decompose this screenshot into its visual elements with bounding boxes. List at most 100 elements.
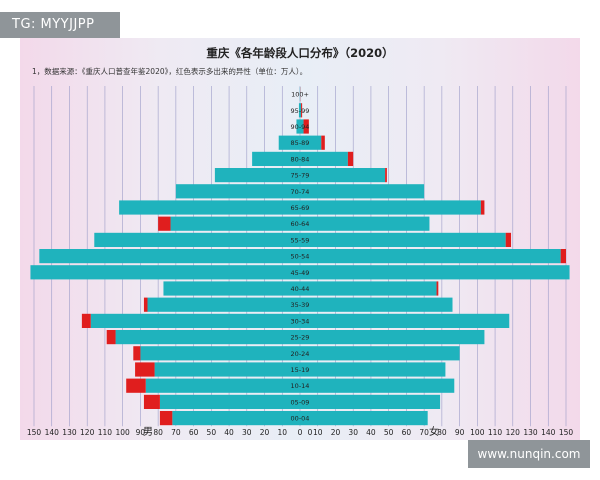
male-bar	[175, 184, 300, 199]
female-bar	[300, 119, 304, 134]
x-tick-label: 120	[80, 428, 95, 437]
x-tick-label: 20	[331, 428, 341, 437]
x-tick-label: 110	[488, 428, 503, 437]
female-bar	[300, 184, 425, 199]
male-bar	[252, 151, 300, 166]
x-tick-label: 50	[207, 428, 217, 437]
x-tick-label: 130	[62, 428, 77, 437]
age-group-label: 85-89	[291, 139, 310, 147]
male-excess-bar	[158, 216, 171, 231]
watermark-tag: TG: MYYJJPP	[0, 12, 120, 38]
male-bar	[298, 103, 300, 118]
x-tick-label: 10	[277, 428, 287, 437]
male-excess-bar	[143, 394, 160, 409]
female-excess-bar	[560, 249, 566, 264]
right-axis-label: 女	[429, 425, 439, 438]
age-group-label: 80-84	[291, 155, 310, 163]
female-bar	[300, 265, 570, 280]
chart-title: 重庆《各年龄段人口分布》（2020）	[206, 46, 393, 60]
website-label: www.nunqin.com	[468, 440, 590, 468]
female-excess-bar	[480, 200, 485, 215]
x-tick-label: 80	[437, 428, 447, 437]
female-bar	[300, 362, 446, 377]
female-bar	[300, 249, 561, 264]
x-tick-label: 30	[348, 428, 358, 437]
male-excess-bar	[135, 362, 155, 377]
age-group-label: 55-59	[291, 236, 310, 244]
male-bar	[119, 200, 301, 215]
female-excess-bar	[436, 281, 439, 296]
male-excess-bar	[143, 297, 148, 312]
age-group-label: 75-79	[291, 172, 310, 180]
female-bar	[300, 168, 386, 183]
x-tick-label: 10	[313, 428, 323, 437]
female-bar	[300, 281, 437, 296]
male-excess-bar	[81, 313, 91, 328]
male-bar	[296, 119, 300, 134]
male-excess-bar	[159, 411, 173, 426]
male-bar	[163, 281, 300, 296]
female-bar	[300, 135, 322, 150]
age-group-label: 00-04	[291, 415, 310, 423]
female-excess-bar	[347, 151, 354, 166]
female-excess-bar	[301, 103, 303, 118]
male-bar	[115, 330, 300, 345]
female-excess-bar	[385, 168, 387, 183]
x-tick-label: 90	[455, 428, 465, 437]
female-bar	[300, 216, 430, 231]
age-group-label: 30-34	[291, 317, 310, 325]
male-bar	[159, 394, 300, 409]
x-tick-label: 150	[559, 428, 574, 437]
female-bar	[300, 330, 485, 345]
x-tick-label: 60	[402, 428, 412, 437]
x-tick-label: 140	[541, 428, 556, 437]
age-group-label: 35-39	[291, 301, 310, 309]
x-tick-label: 90	[136, 428, 146, 437]
male-excess-bar	[106, 330, 116, 345]
x-tick-label: 0	[308, 428, 313, 437]
x-tick-label: 30	[242, 428, 252, 437]
male-bar	[172, 411, 300, 426]
male-bar	[30, 265, 300, 280]
age-group-label: 45-49	[291, 269, 310, 277]
female-bar	[300, 313, 510, 328]
male-excess-bar	[126, 378, 146, 393]
x-tick-label: 80	[153, 428, 163, 437]
female-excess-bar	[505, 232, 512, 247]
male-bar	[147, 297, 300, 312]
x-tick-label: 70	[171, 428, 181, 437]
female-bar	[300, 151, 348, 166]
age-group-label: 20-24	[291, 350, 310, 358]
age-group-label: 90-94	[291, 123, 310, 131]
male-bar	[145, 378, 300, 393]
x-tick-label: 40	[224, 428, 234, 437]
x-tick-label: 60	[189, 428, 199, 437]
x-tick-label: 40	[366, 428, 376, 437]
male-bar	[154, 362, 300, 377]
x-tick-label: 70	[419, 428, 429, 437]
age-group-label: 15-19	[291, 366, 310, 374]
age-group-label: 65-69	[291, 204, 310, 212]
age-group-label: 95-99	[291, 107, 310, 115]
male-bar	[278, 135, 300, 150]
left-axis-label: 男	[143, 426, 153, 438]
female-excess-bar	[303, 119, 309, 134]
x-tick-label: 100	[470, 428, 485, 437]
female-bar	[300, 378, 455, 393]
age-group-label: 70-74	[291, 188, 310, 196]
age-group-label: 50-54	[291, 253, 310, 261]
male-bar	[170, 216, 300, 231]
male-excess-bar	[133, 346, 141, 361]
female-excess-bar	[321, 135, 325, 150]
female-bar	[300, 297, 453, 312]
female-bar	[300, 394, 441, 409]
x-tick-label: 50	[384, 428, 394, 437]
x-tick-label: 110	[98, 428, 113, 437]
male-bar	[90, 313, 300, 328]
age-group-label: 25-29	[291, 334, 310, 342]
male-bar	[39, 249, 300, 264]
age-group-label: 10-14	[291, 382, 310, 390]
x-tick-label: 140	[45, 428, 60, 437]
female-bar	[300, 346, 460, 361]
chart-frame: 重庆《各年龄段人口分布》（2020） 1，数据来源：《重庆人口普查年鉴2020》…	[20, 38, 580, 440]
